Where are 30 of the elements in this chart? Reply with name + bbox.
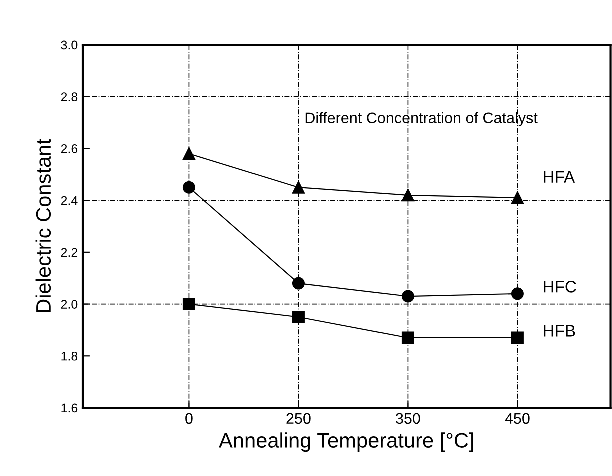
point xyxy=(511,332,524,344)
y-tick-label: 2.2 xyxy=(61,248,78,257)
point xyxy=(292,277,305,290)
point xyxy=(511,192,524,204)
point xyxy=(182,181,196,194)
point xyxy=(292,311,305,324)
y-tick-label: 1.6 xyxy=(62,404,78,413)
y-axis-title: Dielectric Constant xyxy=(36,139,52,312)
x-tick-label: 0 xyxy=(186,413,193,424)
series-label: HFC xyxy=(544,281,576,293)
point xyxy=(511,288,524,300)
y-tick-label: 1.8 xyxy=(62,352,78,361)
x-axis-title: Annealing Temperature [°C] xyxy=(219,432,474,452)
y-tick-label: 2.4 xyxy=(61,196,78,206)
point xyxy=(402,290,414,303)
y-tick-label: 2.6 xyxy=(61,144,78,154)
y-tick-label: 2.8 xyxy=(61,92,78,102)
annotation: Different Concentration of Catalyst xyxy=(306,112,538,127)
x-tick-label: 350 xyxy=(396,413,420,424)
point xyxy=(292,181,305,194)
y-tick-label: 2.0 xyxy=(61,300,78,309)
point xyxy=(182,298,196,311)
series-label: HFB xyxy=(544,325,576,337)
point xyxy=(402,189,414,202)
x-tick-label: 450 xyxy=(505,413,530,424)
series-label: HFA xyxy=(544,171,576,183)
y-tick-label: 3.0 xyxy=(61,40,78,50)
point xyxy=(402,332,414,344)
x-tick-label: 250 xyxy=(286,413,311,424)
point xyxy=(182,148,196,160)
